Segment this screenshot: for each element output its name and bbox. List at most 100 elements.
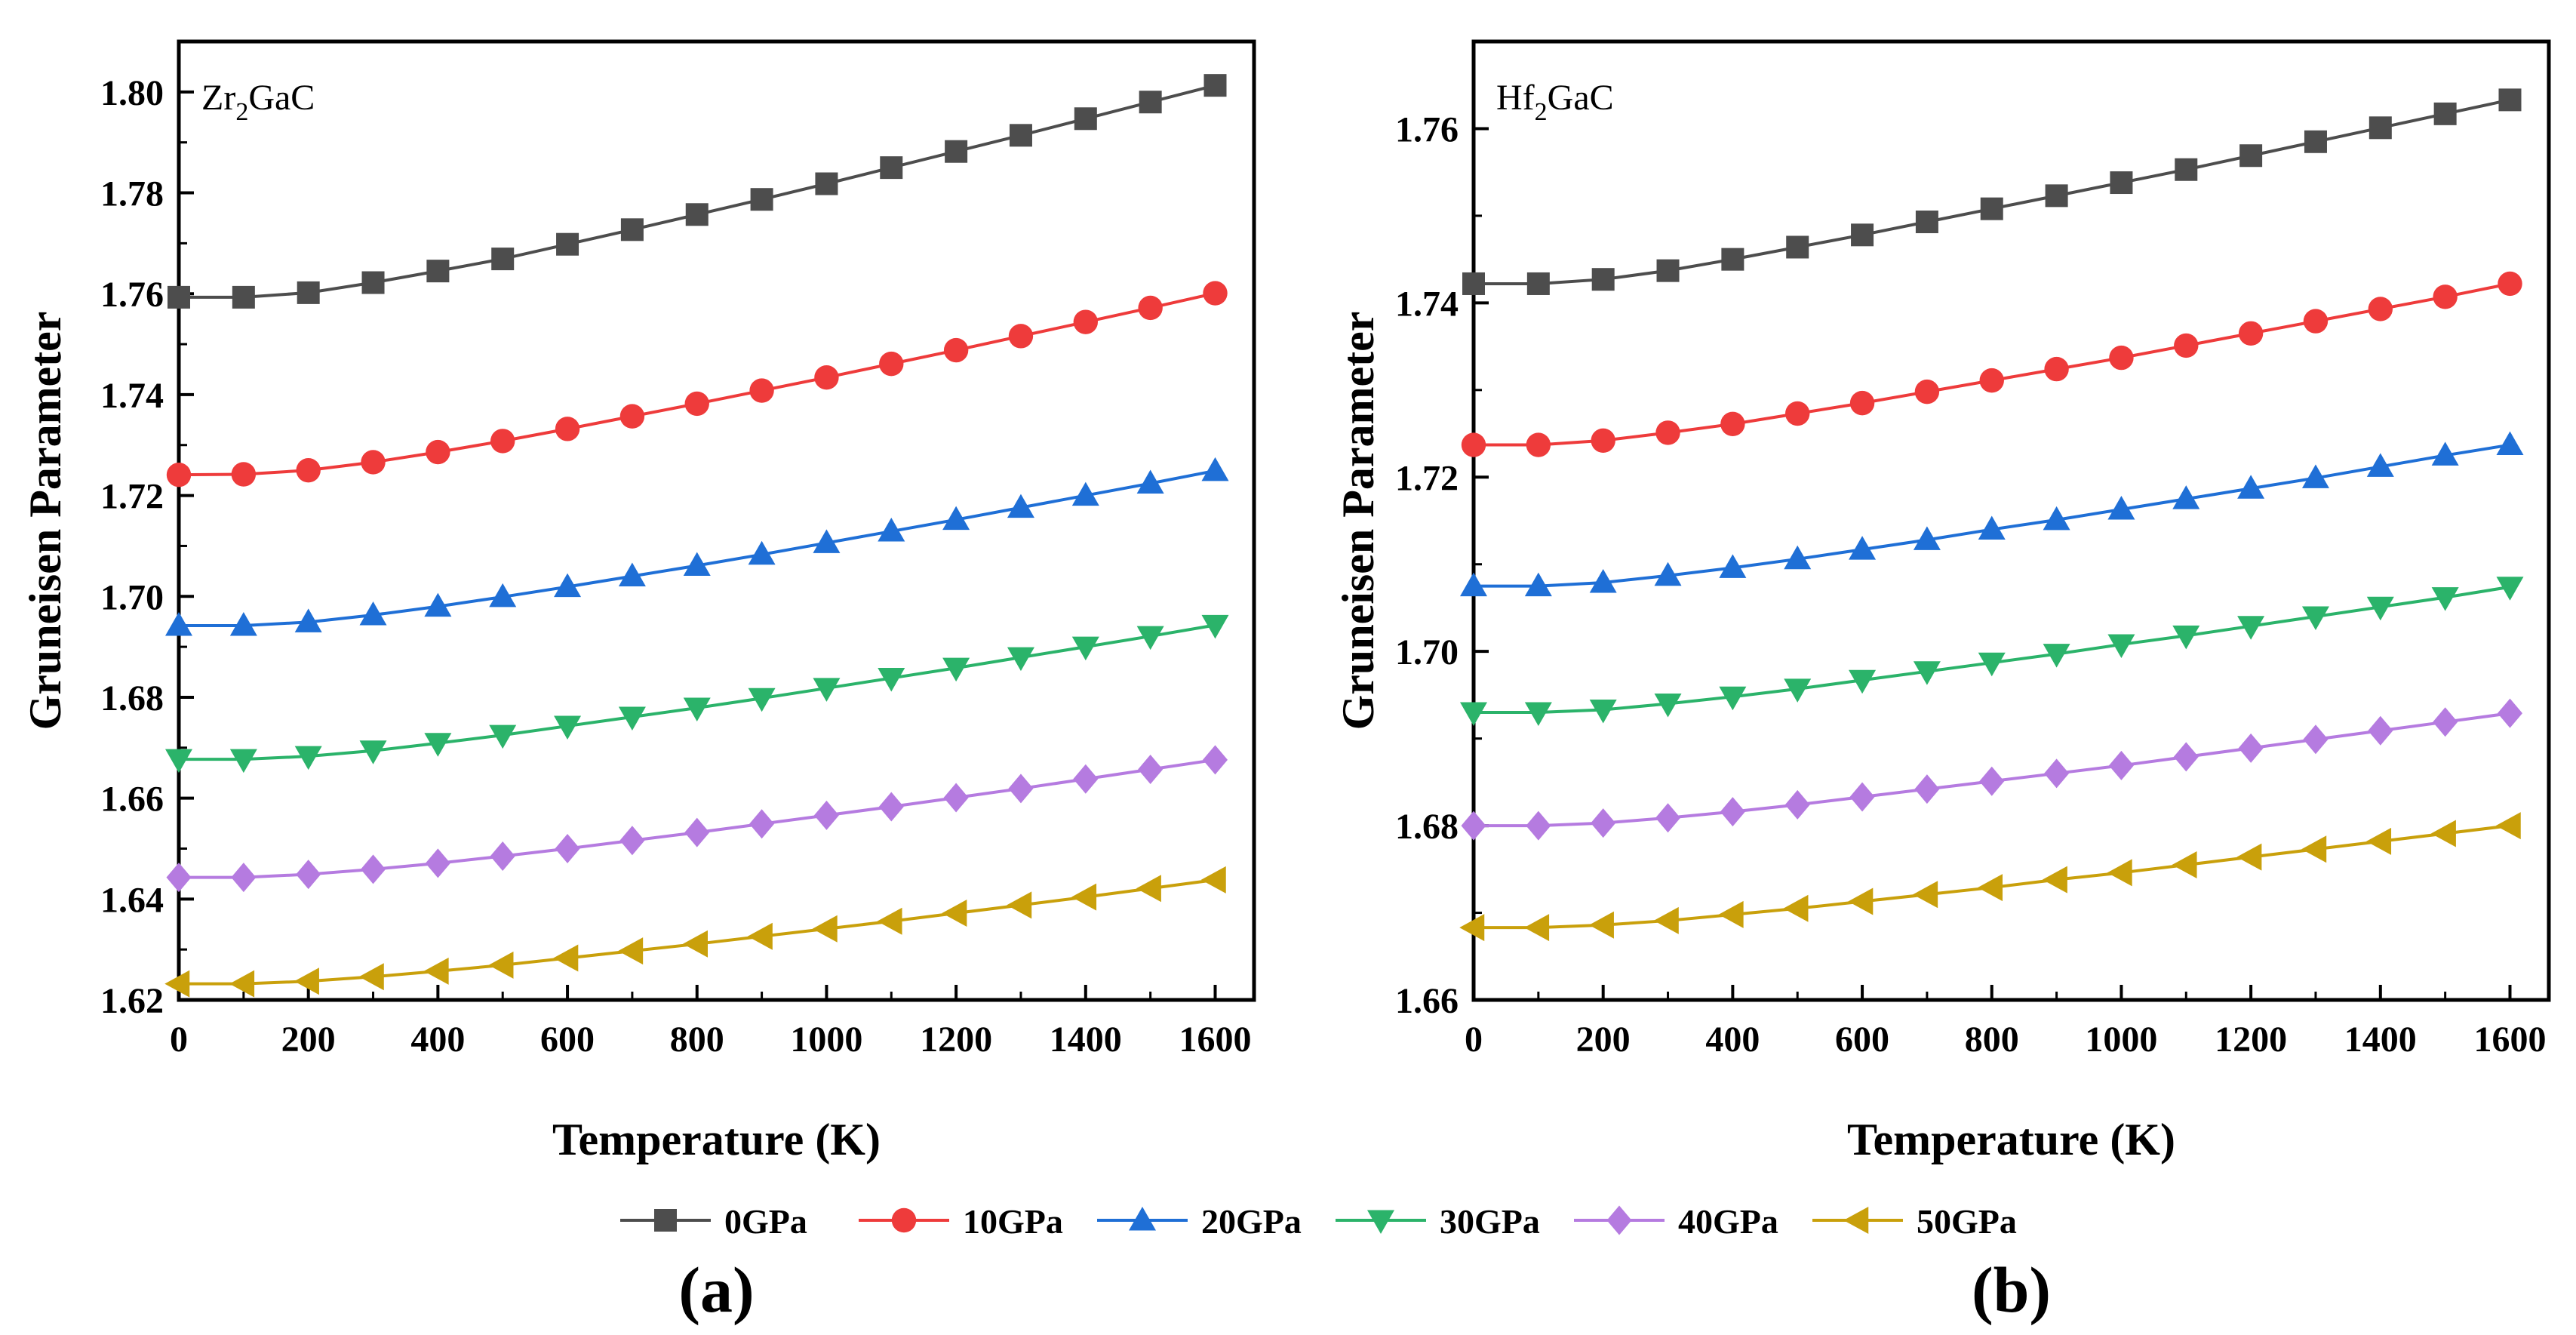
y-tick-label: 1.64 [100,880,164,920]
y-tick-label: 1.68 [100,678,164,718]
x-tick-label: 200 [1576,1020,1631,1060]
data-point [166,863,192,893]
data-point [1201,614,1229,639]
data-point [1913,881,1938,909]
data-point [2045,184,2068,208]
series-line [1474,824,2510,930]
data-point [1848,887,1874,915]
plot-frame [1471,39,2551,1002]
data-point [165,612,192,636]
data-point [1719,686,1747,711]
data-point [618,562,646,587]
data-point [297,281,320,304]
sample-label: Hf2GaC [1496,78,1614,126]
data-point [1201,457,1229,481]
data-point [1654,561,1682,586]
data-point [2172,851,2197,879]
legend-label: 20GPa [1201,1202,1302,1241]
data-point [1071,883,1097,911]
data-point [2495,812,2521,840]
data-point [358,963,384,991]
data-point [2172,625,2200,650]
data-point [1136,875,1161,903]
data-point [878,518,905,542]
data-point [426,439,450,465]
data-point [2044,758,2070,789]
data-point [2301,606,2329,630]
data-point [1589,700,1617,724]
data-point [359,740,387,764]
data-point [1460,702,1487,726]
data-point [2108,750,2134,780]
legend-label: 30GPa [1440,1202,1540,1241]
data-point [490,429,515,454]
data-point [229,749,257,774]
series-20GPa [165,457,1229,636]
data-point [2237,475,2265,499]
legend-label: 10GPa [963,1202,1063,1241]
data-point [2496,577,2524,601]
data-point [1589,568,1617,593]
data-point [296,457,321,483]
data-point [361,854,386,884]
data-point [1461,811,1486,841]
x-axis-title: Temperature (K) [1847,1115,2175,1164]
data-point [2175,158,2198,181]
data-point [2238,733,2264,763]
data-point [489,583,517,608]
data-point [2366,596,2394,621]
data-point [943,337,969,363]
data-point [2303,724,2329,755]
data-point [555,833,580,863]
data-point [232,285,255,309]
y-axis-title: Gruneisen Parameter [20,312,70,731]
data-point [1786,235,1809,259]
data-point [1524,914,1550,942]
data-point [812,915,838,943]
legend-label: 40GPa [1678,1202,1778,1241]
data-point [1007,891,1032,919]
data-point [943,783,969,813]
data-point [618,937,644,965]
data-point [2301,464,2329,488]
data-point [684,817,710,847]
data-point [1849,536,1877,560]
sample-label: Zr2GaC [201,78,315,126]
data-point [2433,707,2458,737]
x-tick-label: 200 [281,1020,336,1060]
data-point [1914,379,1940,404]
x-tick-label: 1600 [2473,1020,2546,1060]
x-tick-label: 400 [410,1020,465,1060]
data-point [748,540,776,565]
x-tick-label: 800 [1965,1020,2019,1060]
x-tick-label: 1000 [2085,1020,2157,1060]
series-line [178,291,1216,477]
plot-frame [177,39,1256,1002]
data-point [1655,803,1681,833]
data-point [1526,432,1551,457]
data-point [2110,171,2133,195]
data-point [1138,295,1163,321]
data-point [1978,652,2006,677]
y-tick-label: 1.76 [100,275,164,315]
legend-marker [1129,1207,1156,1231]
data-point [618,706,646,731]
series-10GPa [166,281,1228,488]
data-point [491,248,515,271]
data-point [425,848,450,878]
data-point [748,687,776,712]
data-point [2433,285,2458,309]
series-line [179,623,1216,761]
y-tick-label: 1.62 [100,981,164,1021]
data-point [229,612,257,636]
data-point [166,462,192,488]
data-point [2237,616,2265,640]
data-point [1202,745,1228,775]
y-tick-label: 1.74 [1395,284,1459,324]
data-point [1718,900,1744,928]
data-point [2238,321,2264,346]
data-point [1591,268,1615,291]
legend-item-50GPa: 50GPa [1812,1202,2017,1241]
y-tick-label: 1.68 [1395,807,1459,847]
data-point [620,218,644,241]
